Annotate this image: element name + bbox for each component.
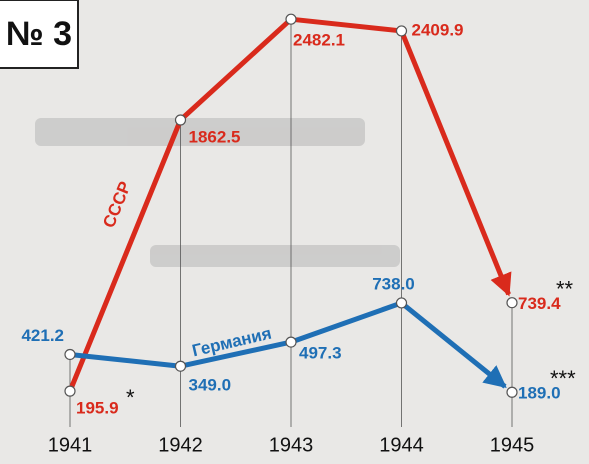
x-tick-label: 1942 — [158, 434, 203, 456]
value-label: 1862.5 — [189, 127, 241, 146]
background-illustration — [35, 118, 400, 267]
annotation: * — [126, 385, 135, 410]
x-tick-label: 1941 — [48, 434, 93, 456]
annotation: ** — [556, 277, 574, 302]
point — [64, 385, 76, 397]
point — [285, 336, 297, 348]
value-label: 195.9 — [76, 399, 119, 418]
x-tick-label: 1943 — [269, 434, 314, 456]
value-label: 2482.1 — [293, 31, 345, 50]
x-tick-label: 1945 — [490, 434, 535, 456]
value-label: 738.0 — [372, 274, 415, 293]
point — [285, 13, 297, 25]
point — [395, 25, 408, 37]
value-label: 349.0 — [189, 376, 232, 395]
point — [506, 297, 518, 309]
series-arrow — [399, 300, 507, 389]
point — [506, 386, 518, 398]
value-label: 739.4 — [518, 294, 561, 313]
x-tick-label: 1944 — [379, 434, 424, 456]
series-line — [67, 16, 402, 393]
value-label: 189.0 — [518, 384, 561, 403]
chart-title: № 3 — [6, 15, 72, 53]
annotation: *** — [550, 366, 576, 391]
point — [174, 360, 187, 372]
value-label: 2409.9 — [412, 20, 464, 39]
value-label: 421.2 — [21, 326, 64, 345]
point — [174, 114, 187, 126]
series-arrow — [399, 29, 512, 297]
value-label: 497.3 — [299, 344, 342, 363]
point — [395, 297, 408, 309]
title-box — [0, 0, 79, 69]
series-line — [69, 300, 403, 369]
point — [64, 348, 76, 361]
